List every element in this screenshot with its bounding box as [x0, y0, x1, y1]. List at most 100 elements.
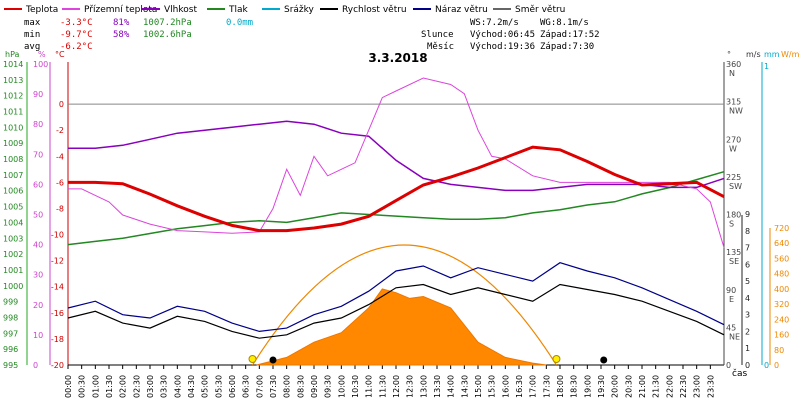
humidity-tick-label: 70	[33, 150, 43, 159]
rain-tick-label: 1	[764, 62, 769, 71]
direction-tick-label: 360	[726, 60, 741, 69]
legend-label: Směr větru	[515, 5, 565, 15]
x-tick-label: 04:00	[173, 375, 182, 398]
temp-tick-label: -4	[56, 152, 64, 161]
x-tick-label: 11:00	[365, 375, 374, 398]
x-tick-label: 15:00	[474, 375, 483, 398]
direction-name-label: NW	[729, 107, 743, 116]
pressure-tick-label: 1002	[3, 250, 23, 259]
solar-tick-label: 80	[774, 346, 784, 355]
x-tick-label: 20:30	[624, 375, 633, 398]
x-tick-label: 12:30	[406, 375, 415, 398]
temp-tick-label: 0	[59, 100, 64, 109]
x-tick-label: 23:30	[706, 375, 715, 398]
x-tick-label: 14:30	[460, 375, 469, 398]
pressure-tick-label: 1000	[3, 282, 23, 291]
x-tick-label: 17:00	[529, 375, 538, 398]
x-tick-label: 16:30	[515, 375, 524, 398]
legend: Teplota Přízemní teplota Vlhkost Tlak Srážky…	[4, 5, 565, 15]
legend-label: Teplota	[25, 5, 58, 15]
x-tick-label: 09:30	[324, 375, 333, 398]
pressure-tick-label: 1005	[3, 203, 23, 212]
temp-tick-label: -12	[51, 257, 64, 266]
x-tick-label: 10:30	[351, 375, 360, 398]
solar-tick-label: 320	[774, 300, 789, 309]
solar-tick-label: 400	[774, 285, 789, 294]
wind-tick-label: 4	[745, 294, 750, 303]
moon-label: Měsíc	[427, 42, 454, 52]
legend-label: Rychlost větru	[342, 5, 407, 15]
wind-gust-line	[67, 262, 725, 333]
x-tick-label: 04:30	[187, 375, 196, 398]
solar-tick-label: 160	[774, 331, 789, 340]
x-tick-label: 13:00	[419, 375, 428, 398]
temp-tick-label: -16	[51, 309, 64, 318]
solar-radiation-area	[256, 288, 547, 366]
moon-rise: Východ:19:36	[470, 42, 535, 52]
sunrise-marker	[248, 355, 257, 363]
humidity-tick-label: 100	[33, 60, 48, 69]
solar-max-curve	[251, 244, 557, 366]
x-tick-label: 11:30	[378, 375, 387, 398]
stats-block: max -3.3°C 81% 1007.2hPa 0.0mm min -9.7°…	[24, 18, 600, 52]
direction-name-label: SE	[729, 257, 739, 266]
wind-tick-label: 3	[745, 311, 750, 320]
sun-set: Západ:17:52	[540, 30, 600, 40]
temperature-line	[68, 145, 725, 233]
legend-label: Tlak	[228, 5, 249, 15]
direction-tick-label: 180	[726, 211, 741, 220]
sun-label: Slunce	[421, 30, 454, 40]
x-tick-label: 16:00	[501, 375, 510, 398]
temp-tick-label: -20	[51, 361, 64, 370]
pressure-tick-label: 1008	[3, 155, 23, 164]
direction-tick-label: 270	[726, 135, 741, 144]
wind-tick-label: 9	[745, 210, 750, 219]
x-tick-label: 19:00	[583, 375, 592, 398]
direction-tick-label: 135	[726, 248, 741, 257]
pressure-tick-label: 1012	[3, 92, 23, 101]
x-tick-label: 18:00	[556, 375, 565, 398]
x-tick-label: 18:30	[570, 375, 579, 398]
x-tick-label: 22:00	[665, 375, 674, 398]
humidity-unit: %	[38, 50, 46, 59]
pressure-tick-label: 996	[3, 345, 18, 354]
direction-tick-label: 45	[726, 323, 736, 332]
x-tick-label: 13:30	[433, 375, 442, 398]
x-tick-label: 09:00	[310, 375, 319, 398]
sunset-marker	[552, 355, 561, 363]
pressure-tick-label: 1001	[3, 266, 23, 275]
pressure-tick-label: 1004	[3, 218, 23, 227]
axes: hPa% °C1014101310121011101010091008100710…	[3, 50, 800, 398]
temp-unit: °C	[55, 50, 65, 59]
x-tick-label: 07:00	[255, 375, 264, 398]
wind-tick-label: 0	[745, 361, 750, 370]
x-tick-label: 03:00	[146, 375, 155, 398]
pressure-tick-label: 1007	[3, 171, 23, 180]
wind-tick-label: 5	[745, 277, 750, 286]
stat-max-press: 1007.2hPa	[143, 18, 192, 28]
direction-name-label: S	[729, 220, 734, 229]
pressure-tick-label: 995	[3, 361, 18, 370]
stat-max-label: max	[24, 18, 41, 28]
solar-tick-label: 240	[774, 315, 789, 324]
temp-tick-label: -14	[51, 283, 64, 292]
x-tick-label: 12:00	[392, 375, 401, 398]
humidity-line	[68, 120, 725, 192]
x-tick-label: 17:30	[542, 375, 551, 398]
solar-tick-label: 720	[774, 224, 789, 233]
stat-min-label: min	[24, 30, 40, 40]
pressure-tick-label: 1009	[3, 139, 23, 148]
x-tick-label: 01:00	[91, 375, 100, 398]
rain-unit: mm	[764, 50, 780, 59]
wind-speed-info: WS:7.2m/s	[470, 18, 519, 28]
wind-gust-info: WG:8.1m/s	[540, 18, 589, 28]
stat-min-press: 1002.6hPa	[143, 30, 192, 40]
temp-tick-label: -6	[56, 178, 64, 187]
moon-set: Západ:7:30	[540, 42, 594, 52]
solar-unit: W/m²	[781, 50, 800, 59]
x-tick-label: 20:00	[611, 375, 620, 398]
x-axis-label: čas	[732, 368, 747, 379]
solar-tick-label: 0	[774, 361, 779, 370]
pressure-tick-label: 999	[3, 298, 18, 307]
